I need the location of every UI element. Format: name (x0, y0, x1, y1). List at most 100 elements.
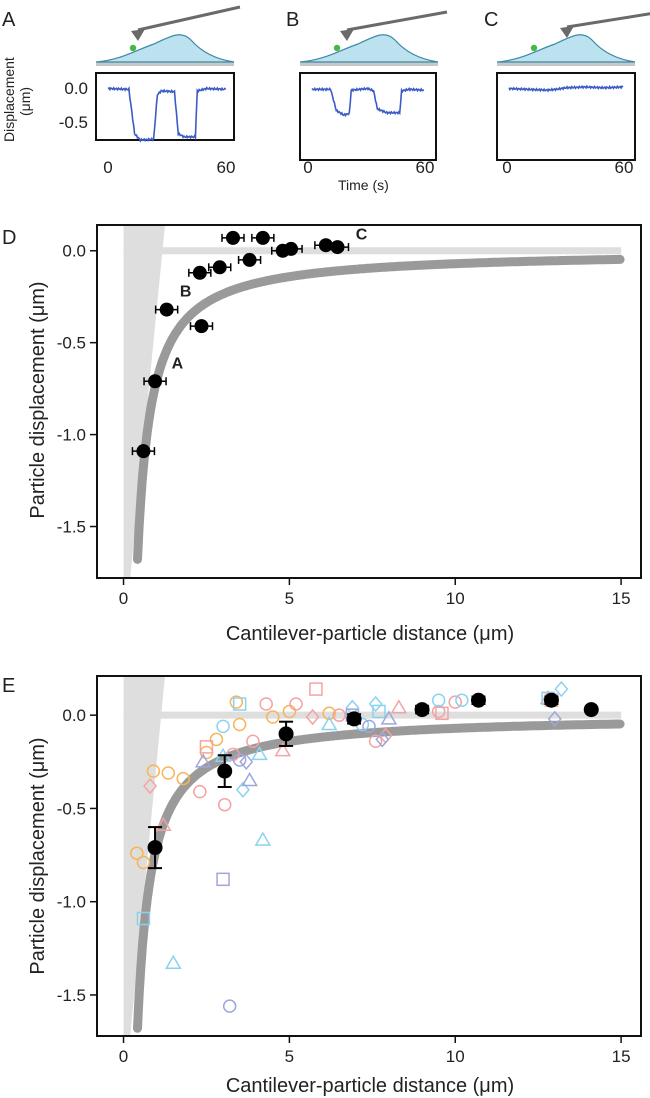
mean-point (147, 840, 163, 856)
panel-label-b: B (286, 9, 299, 31)
individual-point (136, 855, 151, 870)
individual-point (455, 693, 469, 707)
top-xlabel: Time (s) (338, 177, 389, 193)
data-point (255, 230, 270, 245)
plot-e-frame (96, 675, 642, 1037)
panel-a: A 0.0 -0.5 0 60 (2, 5, 241, 177)
panel-b: B 0 60 (286, 9, 448, 177)
individual-point (448, 695, 462, 709)
mean-point (583, 702, 599, 718)
trace-line (107, 86, 227, 143)
panel-d: D 0 5 10 15 0.0 -0.5 -1.0 -1.5 A B C Particle disp… (2, 224, 642, 645)
mean-point (346, 711, 362, 727)
trace-line (508, 84, 624, 93)
trace-line (311, 86, 425, 118)
cantilever-tip (560, 26, 574, 38)
individual-point (161, 766, 176, 780)
panel-e: E 0 5 10 15 0.0 -0.5 -1.0 -1.5 Particle displac… (2, 675, 642, 1097)
individual-point (266, 710, 280, 724)
individual-point (217, 797, 232, 812)
data-point (159, 302, 174, 317)
model-curve (133, 719, 625, 1033)
cell-body (95, 34, 235, 63)
mean-point (470, 692, 486, 708)
cell-body (299, 34, 439, 63)
xtick-label: 15 (612, 1047, 631, 1066)
individual-point (274, 742, 292, 757)
plot-e: 0 5 10 15 0.0 -0.5 -1.0 -1.5 (57, 676, 631, 1066)
individual-point (254, 831, 272, 846)
individual-point (362, 719, 376, 734)
xtick-a-0: 0 (103, 158, 112, 177)
individual-point (282, 704, 297, 719)
data-point (284, 241, 299, 256)
xtick-label: 0 (119, 1047, 128, 1066)
cell-body (496, 34, 636, 63)
individual-point (199, 740, 214, 754)
individual-point (259, 697, 273, 711)
mean-point (543, 692, 559, 708)
particle-dot (530, 44, 538, 52)
plot-d-ylabel: Particle displacement (μm) (27, 281, 49, 518)
panel-c: C 0 60 (484, 9, 650, 177)
cantilever-arm (346, 10, 448, 32)
individual-point (130, 846, 144, 860)
individual-point (194, 753, 212, 768)
cantilever-arm (137, 5, 241, 32)
trace-frame-a (95, 72, 235, 141)
cantilever-arm (566, 12, 650, 29)
panel-label-a: A (2, 9, 16, 31)
xtick-a-1: 60 (217, 158, 236, 177)
individual-point (222, 999, 237, 1013)
xtick-c-0: 0 (502, 158, 511, 177)
point-annotation: C (356, 227, 368, 244)
individual-point (193, 784, 207, 799)
ytick-a-1: -0.5 (59, 113, 88, 132)
individual-point (216, 872, 230, 887)
coverslip (300, 62, 438, 66)
mean-point (278, 726, 294, 742)
plot-d-xlabel: Cantilever-particle distance (μm) (226, 623, 514, 645)
point-annotation: B (180, 284, 192, 301)
individual-point (435, 706, 449, 721)
individual-point (368, 695, 383, 713)
data-point (212, 260, 227, 275)
individual-point (232, 717, 247, 732)
individual-point (305, 708, 320, 726)
individual-point (146, 764, 161, 778)
ytick-label: -1.0 (57, 893, 86, 912)
coverslip (497, 62, 635, 66)
xtick-label: 5 (285, 589, 294, 608)
ytick-label: -0.5 (57, 334, 86, 353)
plot-e-ylabel: Particle displacement (μm) (27, 737, 49, 974)
data-point (330, 240, 345, 255)
individual-point (547, 710, 562, 728)
top-ylabel-line1: Displacement (1, 57, 17, 142)
data-point (148, 374, 163, 389)
xtick-label: 10 (446, 589, 465, 608)
trace-frame-c (496, 72, 636, 161)
individual-point (176, 771, 190, 786)
data-point (226, 230, 240, 245)
individual-point (431, 693, 446, 707)
plot-e-xlabel: Cantilever-particle distance (μm) (226, 1075, 514, 1097)
ytick-label: -0.5 (57, 799, 86, 818)
trace-b (311, 86, 425, 118)
individual-point (235, 781, 250, 798)
individual-point (380, 710, 398, 725)
mean-point (414, 702, 430, 718)
xtick-b-0: 0 (303, 158, 312, 177)
individual-point (216, 719, 230, 734)
individual-point (320, 716, 338, 731)
individual-point (375, 731, 390, 748)
ytick-label: 0.0 (62, 242, 86, 261)
individual-point (143, 777, 158, 795)
data-point (136, 444, 151, 459)
individual-point (232, 753, 247, 767)
trace-a (107, 86, 227, 143)
individual-point (164, 954, 182, 970)
mean-point (217, 763, 233, 779)
ytick-label: -1.5 (57, 986, 86, 1005)
individual-point (368, 734, 383, 749)
cell-schematic-a (95, 5, 241, 66)
